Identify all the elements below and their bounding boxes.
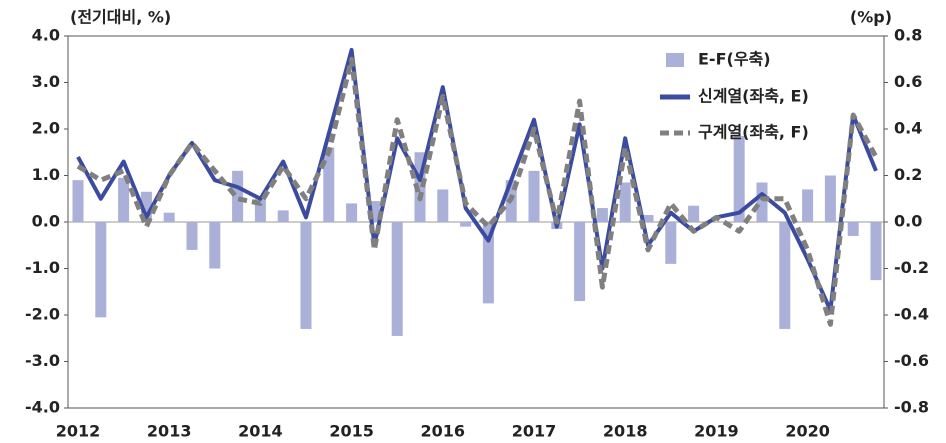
y-tick-label: 0.0 [32, 212, 60, 231]
y2-axis-title: (%p) [850, 8, 892, 27]
bar [209, 222, 221, 269]
y-tick-label: -2.0 [25, 305, 60, 324]
y-tick-label: 1.0 [32, 165, 60, 184]
bar [482, 222, 494, 304]
bar [72, 180, 84, 222]
bar [596, 208, 608, 222]
bar [824, 175, 836, 222]
y-tick-label: -3.0 [25, 351, 60, 370]
legend-label: E-F(우축) [698, 50, 771, 69]
bar [95, 222, 107, 318]
x-tick-label: 2017 [512, 422, 557, 441]
bar [847, 222, 859, 236]
bar [528, 170, 540, 222]
bar [140, 191, 152, 222]
y-tick-label: 2.0 [32, 119, 60, 138]
y2-tick-label: -0.6 [894, 351, 929, 370]
legend-swatch [666, 53, 684, 67]
x-tick-label: 2012 [56, 422, 101, 441]
bar [118, 177, 130, 222]
x-tick-label: 2019 [694, 422, 739, 441]
bar [460, 222, 472, 227]
bar [437, 189, 449, 222]
x-tick-label: 2013 [147, 422, 192, 441]
line-series [76, 47, 878, 313]
bar [163, 212, 175, 222]
legend-label: 구계열(좌축, F) [698, 123, 809, 142]
bar [391, 222, 403, 336]
y2-tick-label: 0.0 [894, 212, 922, 231]
y2-tick-label: 0.2 [894, 165, 922, 184]
x-tick-label: 2014 [238, 422, 283, 441]
bar [688, 205, 700, 222]
x-tick-label: 2018 [603, 422, 648, 441]
y-axis-title: (전기대비, %) [70, 8, 171, 27]
y2-tick-label: 0.4 [894, 119, 922, 138]
y-tick-label: 3.0 [32, 72, 60, 91]
x-tick-label: 2016 [421, 422, 466, 441]
bar [733, 135, 745, 222]
y2-tick-label: -0.2 [894, 258, 929, 277]
y2-tick-label: 0.6 [894, 72, 922, 91]
y2-tick-label: -0.8 [894, 398, 929, 417]
bar [414, 152, 426, 222]
bar [368, 201, 380, 222]
y2-tick-label: 0.8 [894, 26, 922, 45]
bar [323, 147, 335, 222]
bar [277, 210, 289, 222]
bar [779, 222, 791, 329]
bar [642, 215, 654, 222]
bar [619, 182, 631, 222]
y-tick-label: -4.0 [25, 398, 60, 417]
y-tick-label: -1.0 [25, 258, 60, 277]
y-tick-label: 4.0 [32, 26, 60, 45]
bar [665, 222, 677, 264]
bar [870, 222, 882, 281]
line-series [76, 56, 879, 327]
bar [232, 170, 244, 222]
y2-tick-label: -0.4 [894, 305, 929, 324]
x-tick-label: 2015 [329, 422, 374, 441]
bar [186, 222, 198, 250]
bar [346, 203, 358, 222]
bar [574, 222, 586, 302]
bar [300, 222, 312, 329]
bar [756, 182, 768, 222]
x-tick-label: 2020 [785, 422, 830, 441]
bar [254, 198, 266, 222]
bar [802, 189, 814, 222]
legend-label: 신계열(좌축, E) [698, 87, 809, 106]
